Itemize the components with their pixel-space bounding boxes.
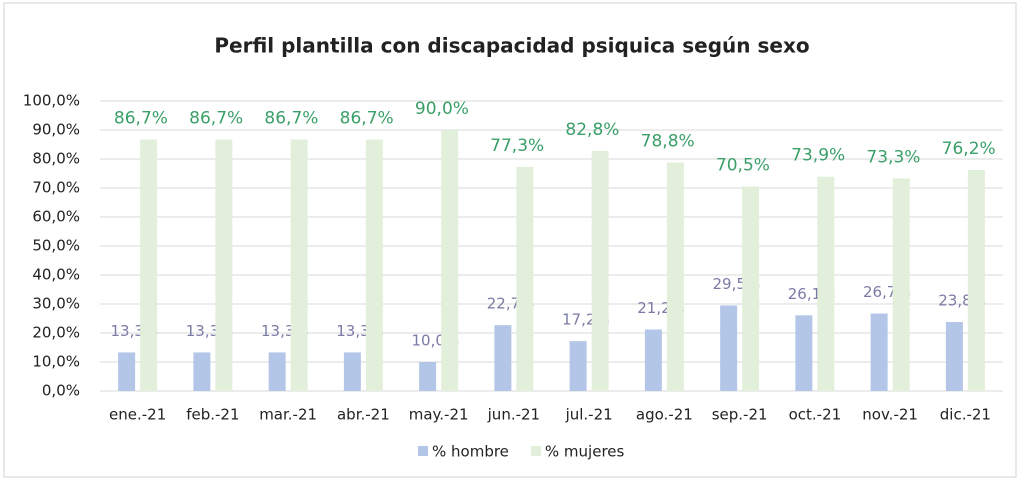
y-tick-label: 50,0% (32, 237, 80, 255)
bar (967, 170, 985, 391)
bar (419, 362, 437, 391)
data-label: 78,8% (641, 131, 695, 151)
legend-swatch (530, 446, 541, 456)
y-tick-label: 0,0% (42, 382, 80, 400)
y-tick-label: 40,0% (32, 266, 80, 284)
data-label: 86,7% (340, 109, 394, 129)
x-tick-label: feb.-21 (186, 406, 239, 424)
bar (193, 352, 211, 391)
x-tick-label: jun.-21 (487, 406, 540, 424)
data-label: 90,0% (415, 99, 469, 119)
legend-label: % hombre (432, 443, 509, 461)
bar (215, 139, 233, 391)
data-label: 73,3% (866, 147, 920, 167)
data-label: 73,9% (791, 146, 845, 166)
y-tick-label: 30,0% (32, 295, 80, 313)
bar (118, 352, 136, 391)
bar (870, 313, 888, 391)
bar (268, 352, 286, 391)
data-label: 86,7% (114, 109, 168, 129)
legend-swatch (418, 446, 428, 456)
data-label: 86,7% (189, 109, 243, 129)
bar (666, 162, 684, 391)
bar (365, 139, 383, 391)
y-tick-label: 10,0% (32, 353, 80, 371)
x-tick-label: nov.-21 (862, 406, 918, 424)
x-tick-label: ene.-21 (109, 406, 166, 424)
chart-border (3, 2, 1017, 478)
bar (945, 321, 963, 391)
bar (569, 341, 587, 391)
chart-title: Perfil plantilla con discapacidad psiqui… (214, 34, 809, 58)
data-label: 86,7% (264, 109, 318, 129)
y-tick-label: 70,0% (32, 179, 80, 197)
bar (140, 139, 158, 391)
x-tick-label: jul.-21 (565, 406, 613, 424)
bar (720, 305, 738, 391)
y-tick-label: 60,0% (32, 208, 80, 226)
data-label: 70,5% (716, 156, 770, 176)
x-tick-label: oct.-21 (789, 406, 842, 424)
data-label: 77,3% (490, 136, 544, 156)
data-label: 82,8% (565, 120, 619, 140)
y-tick-label: 100,0% (23, 92, 80, 110)
x-tick-label: ago.-21 (636, 406, 693, 424)
x-tick-label: dic.-21 (940, 406, 991, 424)
bar (817, 176, 835, 391)
y-tick-label: 90,0% (32, 121, 80, 139)
bar (591, 150, 609, 391)
bar (516, 166, 534, 391)
bar (795, 315, 813, 391)
bar (441, 130, 459, 391)
y-tick-label: 80,0% (32, 150, 80, 168)
data-label: 76,2% (942, 139, 996, 159)
bar (644, 329, 662, 391)
bar (494, 325, 512, 391)
x-tick-label: may.-21 (409, 406, 469, 424)
bar (892, 178, 910, 391)
x-tick-label: abr.-21 (337, 406, 390, 424)
bar (290, 139, 308, 391)
legend-label: % mujeres (545, 443, 625, 461)
y-tick-label: 20,0% (32, 324, 80, 342)
bar (343, 352, 361, 391)
bar (742, 186, 760, 391)
x-tick-label: mar.-21 (259, 406, 317, 424)
x-tick-label: sep.-21 (712, 406, 768, 424)
